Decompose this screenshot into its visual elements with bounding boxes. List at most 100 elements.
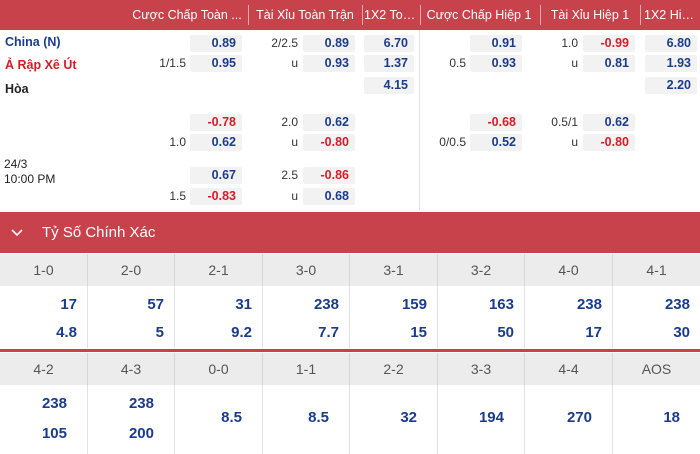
score-label: 4-2 <box>0 353 88 385</box>
odds-hdp-h1-home[interactable]: -0.68 <box>470 114 522 131</box>
score-odds-value[interactable]: 194 <box>478 409 504 426</box>
score-odds-value[interactable]: 18 <box>663 409 680 426</box>
odds-hdp-ft-home[interactable]: 0.89 <box>190 35 242 52</box>
score-odds-away[interactable]: 15 <box>410 324 427 341</box>
odds-hdp-h1-home[interactable]: 0.91 <box>470 35 522 52</box>
ou-h1-under-label: u <box>571 56 578 70</box>
score-odds-home[interactable]: 238 <box>664 296 690 313</box>
score-odds-home[interactable]: 31 <box>235 296 252 313</box>
score-odds-cell[interactable]: 57 5 <box>88 286 175 348</box>
odds-ou-h1-under[interactable]: -0.80 <box>583 134 635 151</box>
header-hdp-half1[interactable]: Cược Chấp Hiệp 1 <box>426 8 532 22</box>
score-odds-away[interactable]: 200 <box>128 425 154 442</box>
score-label: 4-4 <box>525 353 613 385</box>
score-label: 2-0 <box>88 254 175 286</box>
odds-hdp-ft-home[interactable]: -0.78 <box>190 114 242 131</box>
odds-ou-h1-under[interactable]: 0.81 <box>583 55 635 72</box>
score-odds-cell[interactable]: 238 30 <box>613 286 700 348</box>
score-odds-away[interactable]: 9.2 <box>231 324 252 341</box>
header-ou-half1[interactable]: Tài Xỉu Hiệp 1 <box>550 8 630 22</box>
odds-hdp-ft-away[interactable]: -0.83 <box>190 188 242 205</box>
score-odds-home[interactable]: 159 <box>401 296 427 313</box>
score-odds-cell[interactable]: 8.5 <box>175 385 263 454</box>
header-1x2-half1[interactable]: 1X2 Hiệp 1 <box>644 8 700 22</box>
score-odds-away[interactable]: 5 <box>155 324 164 341</box>
header-separator <box>420 5 421 25</box>
score-odds-home[interactable]: 57 <box>147 296 164 313</box>
odds-hdp-h1-away[interactable]: 0.52 <box>470 134 522 151</box>
score-odds-cell[interactable]: 31 9.2 <box>175 286 263 348</box>
odds-hdp-ft-away[interactable]: 0.95 <box>190 55 242 72</box>
ou-ft-line: 2.0 <box>281 115 298 129</box>
score-odds-cell[interactable]: 18 <box>613 385 700 454</box>
score-odds-home[interactable]: 238 <box>576 296 602 313</box>
ou-ft-under-label: u <box>291 56 298 70</box>
score-odds-away[interactable]: 7.7 <box>318 324 339 341</box>
score-label: 0-0 <box>175 353 263 385</box>
score-odds-cell[interactable]: 270 <box>525 385 613 454</box>
odds-ou-h1-over[interactable]: -0.99 <box>583 35 635 52</box>
score-odds-cell[interactable]: 32 <box>350 385 438 454</box>
score-odds-cell[interactable]: 194 <box>438 385 525 454</box>
score-odds-cell[interactable]: 163 50 <box>438 286 525 348</box>
score-label: 3-1 <box>350 254 438 286</box>
odds-1x2-ft-home[interactable]: 6.70 <box>364 35 414 52</box>
match-date: 24/3 <box>4 157 28 171</box>
odds-1x2-h1-home[interactable]: 6.80 <box>645 35 697 52</box>
header-hdp-fulltime[interactable]: Cược Chấp Toàn ... <box>132 8 242 22</box>
header-ou-fulltime[interactable]: Tài Xỉu Toàn Trận <box>256 8 354 22</box>
score-label: 4-0 <box>525 254 613 286</box>
home-team: China (N) <box>5 35 61 49</box>
header-separator <box>362 5 363 25</box>
score-odds-home[interactable]: 238 <box>41 395 67 412</box>
odds-hdp-ft-away[interactable]: 0.62 <box>190 134 242 151</box>
score-odds-cell[interactable]: 8.5 <box>263 385 350 454</box>
score-odds-away[interactable]: 50 <box>497 324 514 341</box>
score-label: 1-1 <box>263 353 350 385</box>
chevron-down-icon[interactable] <box>9 225 25 241</box>
odds-ou-ft-under[interactable]: 0.93 <box>303 55 355 72</box>
hdp-h1-line: 0.5 <box>449 56 466 70</box>
score-odds-home[interactable]: 238 <box>313 296 339 313</box>
score-label: 4-3 <box>88 353 175 385</box>
odds-ou-ft-under[interactable]: 0.68 <box>303 188 355 205</box>
odds-1x2-h1-draw[interactable]: 2.20 <box>645 77 697 94</box>
ou-h1-line: 0.5/1 <box>551 115 578 129</box>
score-odds-home[interactable]: 17 <box>60 296 77 313</box>
correct-score-section-bar[interactable]: Tỷ Số Chính Xác <box>0 212 700 253</box>
score-odds-value[interactable]: 270 <box>566 409 592 426</box>
header-separator <box>640 5 641 25</box>
score-odds-away[interactable]: 30 <box>673 324 690 341</box>
score-odds-cell[interactable]: 238 200 <box>88 385 175 454</box>
ou-ft-line: 2/2.5 <box>271 36 298 50</box>
header-separator <box>540 5 541 25</box>
score-odds-value[interactable]: 32 <box>400 409 417 426</box>
hdp-ft-line: 1.0 <box>169 135 186 149</box>
score-odds-home[interactable]: 163 <box>488 296 514 313</box>
ou-ft-under-label: u <box>291 135 298 149</box>
score-odds-value[interactable]: 8.5 <box>221 409 242 426</box>
odds-hdp-h1-away[interactable]: 0.93 <box>470 55 522 72</box>
score-odds-away[interactable]: 105 <box>41 425 67 442</box>
odds-1x2-ft-away[interactable]: 1.37 <box>364 55 414 72</box>
odds-1x2-h1-away[interactable]: 1.93 <box>645 55 697 72</box>
odds-hdp-ft-home[interactable]: 0.67 <box>190 167 242 184</box>
correct-score-grid-top: 1-0 2-0 2-1 3-0 3-1 3-2 4-0 4-1 17 4.8 5… <box>0 254 700 348</box>
score-odds-cell[interactable]: 159 15 <box>350 286 438 348</box>
score-odds-cell[interactable]: 238 7.7 <box>263 286 350 348</box>
odds-1x2-ft-draw[interactable]: 4.15 <box>364 77 414 94</box>
score-odds-away[interactable]: 17 <box>585 324 602 341</box>
score-odds-cell[interactable]: 238 105 <box>0 385 88 454</box>
score-odds-value[interactable]: 8.5 <box>308 409 329 426</box>
odds-ou-ft-under[interactable]: -0.80 <box>303 134 355 151</box>
odds-ou-ft-over[interactable]: -0.86 <box>303 167 355 184</box>
odds-ou-ft-over[interactable]: 0.89 <box>303 35 355 52</box>
score-odds-cell[interactable]: 238 17 <box>525 286 613 348</box>
header-1x2-fulltime[interactable]: 1X2 Toà... <box>364 8 418 22</box>
odds-ou-h1-over[interactable]: 0.62 <box>583 114 635 131</box>
score-odds-away[interactable]: 4.8 <box>56 324 77 341</box>
score-odds-cell[interactable]: 17 4.8 <box>0 286 88 348</box>
odds-header: Cược Chấp Toàn ... Tài Xỉu Toàn Trận 1X2… <box>0 0 700 30</box>
score-odds-home[interactable]: 238 <box>128 395 154 412</box>
odds-ou-ft-over[interactable]: 0.62 <box>303 114 355 131</box>
